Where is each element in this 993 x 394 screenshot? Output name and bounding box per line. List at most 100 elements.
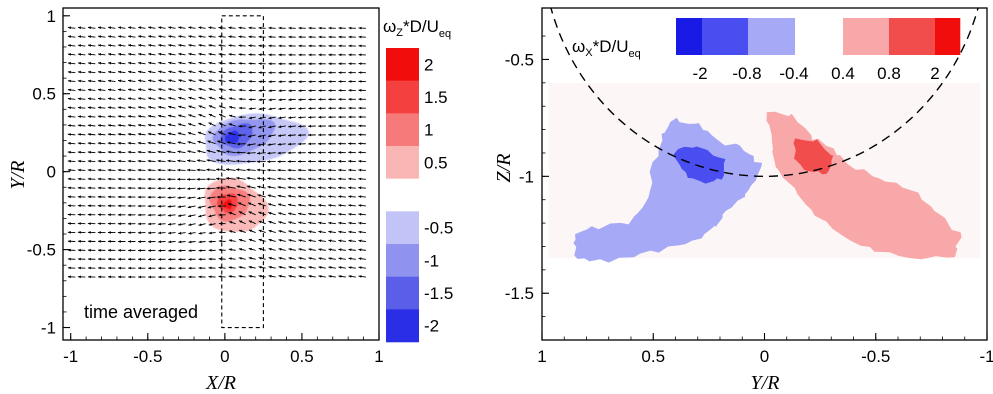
velocity-arrowhead xyxy=(299,80,302,83)
velocity-arrowhead xyxy=(78,195,81,198)
velocity-arrowhead xyxy=(329,45,332,48)
velocity-arrowhead xyxy=(349,45,352,48)
velocity-arrowhead xyxy=(278,169,281,172)
right-x-tick-label: 1 xyxy=(537,347,546,366)
velocity-arrowhead xyxy=(299,45,302,48)
velocity-arrowhead xyxy=(289,89,292,92)
velocity-arrowhead xyxy=(158,196,161,199)
velocity-arrowhead xyxy=(329,27,332,30)
velocity-arrowhead xyxy=(178,267,181,270)
velocity-arrowhead xyxy=(267,169,270,172)
velocity-arrowhead xyxy=(298,160,301,163)
velocity-arrowhead xyxy=(348,178,351,181)
velocity-arrowhead xyxy=(78,142,81,145)
right-colorbar-bin xyxy=(935,18,960,55)
right-x-tick-label: 0 xyxy=(760,347,769,366)
velocity-arrowhead xyxy=(349,62,352,65)
velocity-arrowhead xyxy=(338,160,341,163)
left-y-tick-label: 0 xyxy=(47,163,56,182)
velocity-arrowhead xyxy=(359,36,362,39)
velocity-arrowhead xyxy=(68,195,71,198)
velocity-arrowhead xyxy=(239,239,242,242)
velocity-arrowhead xyxy=(339,71,342,74)
velocity-arrowhead xyxy=(68,142,71,145)
left-x-tick-label: -1 xyxy=(63,347,78,366)
velocity-arrowhead xyxy=(338,89,341,92)
velocity-arrowhead xyxy=(188,258,191,261)
velocity-arrowhead xyxy=(298,89,301,92)
velocity-arrowhead xyxy=(259,71,262,74)
velocity-arrowhead xyxy=(338,98,341,101)
velocity-arrowhead xyxy=(289,45,292,48)
left-y-tick-label: -1 xyxy=(41,319,56,338)
velocity-arrowhead xyxy=(349,71,352,74)
velocity-arrowhead xyxy=(68,267,71,270)
velocity-arrowhead xyxy=(288,151,291,154)
right-colorbar-bin xyxy=(748,18,795,55)
velocity-arrowhead xyxy=(279,27,282,30)
left-x-tick-label: 0.5 xyxy=(290,347,314,366)
velocity-arrowhead xyxy=(239,35,242,38)
velocity-arrowhead xyxy=(177,178,180,181)
velocity-arrowhead xyxy=(299,27,302,30)
velocity-arrowhead xyxy=(168,232,171,235)
velocity-arrowhead xyxy=(259,80,262,83)
velocity-arrowhead xyxy=(318,98,321,101)
right-colorbar-tick-label: 0.4 xyxy=(831,64,855,83)
velocity-arrowhead xyxy=(138,178,141,181)
velocity-arrowhead xyxy=(98,204,101,207)
velocity-arrowhead xyxy=(118,169,121,172)
velocity-arrowhead xyxy=(78,213,81,216)
velocity-arrowhead xyxy=(88,196,91,199)
velocity-arrowhead xyxy=(88,276,91,279)
velocity-arrowhead xyxy=(148,267,151,270)
right-colorbar-tick-label: 0.8 xyxy=(877,64,901,83)
velocity-arrowhead xyxy=(339,53,342,56)
velocity-arrowhead xyxy=(288,212,291,215)
velocity-arrowhead xyxy=(288,169,291,172)
velocity-arrowhead xyxy=(98,222,101,225)
velocity-arrowhead xyxy=(118,249,121,252)
dashed-probe-box xyxy=(222,16,264,328)
velocity-arrowhead xyxy=(348,116,351,119)
velocity-arrowhead xyxy=(138,249,141,252)
velocity-arrowhead xyxy=(118,231,121,234)
velocity-arrowhead xyxy=(289,80,292,83)
right-colorbar-tick-label: -0.8 xyxy=(732,64,761,83)
left-colorbar-bin xyxy=(386,113,419,146)
time-averaged-annotation: time averaged xyxy=(84,302,198,322)
right-contour-field xyxy=(549,83,981,263)
velocity-arrowhead xyxy=(239,107,242,110)
velocity-arrowhead xyxy=(308,89,311,92)
velocity-arrowhead xyxy=(78,240,81,243)
velocity-arrowhead xyxy=(128,196,131,199)
velocity-arrowhead xyxy=(199,276,202,279)
left-colorbar-bin xyxy=(386,146,419,179)
velocity-arrowhead xyxy=(187,169,190,172)
velocity-arrowhead xyxy=(298,169,301,172)
velocity-arrowhead xyxy=(68,222,71,225)
right-y-axis-label: Z/R xyxy=(493,154,515,183)
velocity-arrowhead xyxy=(308,169,311,172)
velocity-arrowhead xyxy=(269,36,272,39)
velocity-arrowhead xyxy=(338,116,341,119)
velocity-arrowhead xyxy=(199,241,202,244)
velocity-arrowhead xyxy=(359,62,362,65)
velocity-arrowhead xyxy=(158,249,161,252)
velocity-arrowhead xyxy=(78,133,81,136)
velocity-arrowhead xyxy=(348,98,351,101)
velocity-arrowhead xyxy=(328,107,331,110)
velocity-arrowhead xyxy=(249,71,252,74)
velocity-arrowhead xyxy=(209,249,212,252)
velocity-arrowhead xyxy=(309,45,312,48)
left-colorbar-tick-label: -1.5 xyxy=(424,284,453,303)
velocity-arrowhead xyxy=(98,196,101,199)
velocity-arrowhead xyxy=(78,151,81,154)
left-colorbar-bin xyxy=(386,81,419,114)
velocity-arrowhead xyxy=(358,107,361,110)
velocity-arrowhead xyxy=(148,214,151,217)
left-colorbar-tick-label: 1.5 xyxy=(424,88,448,107)
velocity-arrowhead xyxy=(88,222,91,225)
velocity-arrowhead xyxy=(168,187,171,190)
velocity-arrowhead xyxy=(197,169,200,172)
